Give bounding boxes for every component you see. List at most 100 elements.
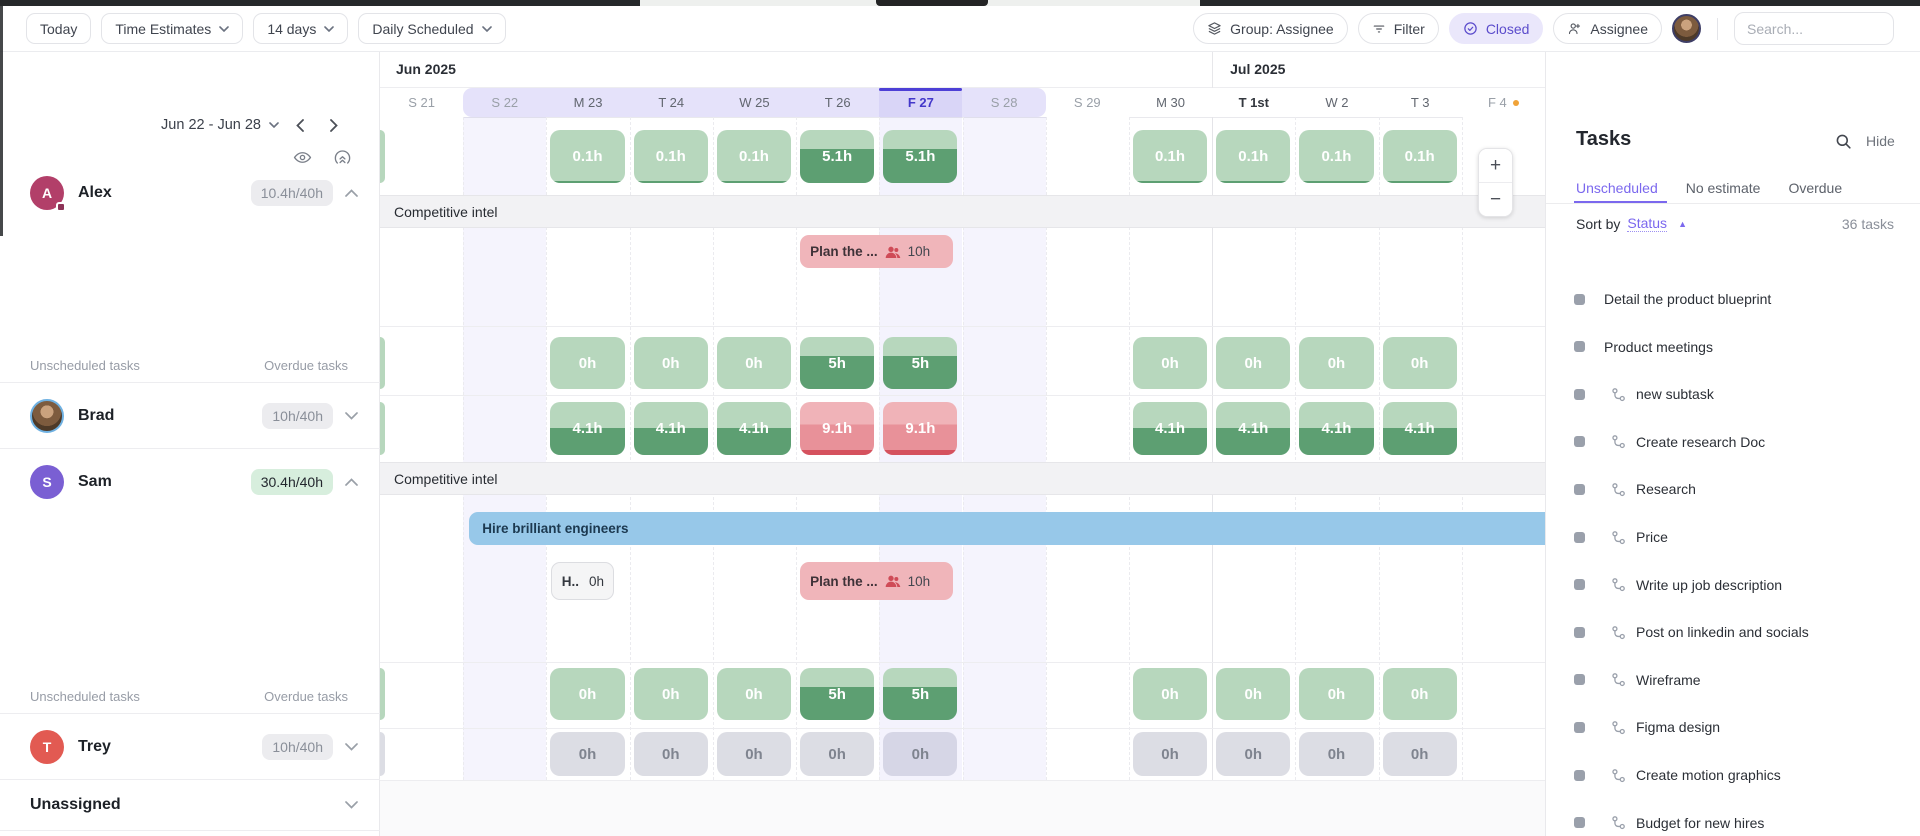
capacity-cell-alex[interactable]: 0.1h <box>1382 130 1457 183</box>
capacity-cell-unassigned[interactable]: 0h <box>1299 732 1374 776</box>
capacity-cell-alex[interactable]: 0.1h <box>633 130 708 183</box>
capacity-cell-alex[interactable]: 5.1h <box>800 130 875 183</box>
day-header-t-24[interactable]: T 24 <box>630 88 713 117</box>
day-header-m-30[interactable]: M 30 <box>1129 88 1212 117</box>
task-list-item[interactable]: Detail the product blueprint <box>1546 275 1920 323</box>
zoom-in-button[interactable]: + <box>1479 149 1512 183</box>
task-bar-plan-sam[interactable]: Plan the ... 10h <box>800 562 954 600</box>
capacity-cell-brad[interactable]: 0h <box>1299 337 1374 389</box>
day-header-t-1st[interactable]: T 1st <box>1212 88 1295 117</box>
task-bar-small[interactable]: H.. 0h <box>551 562 615 600</box>
capacity-cell-alex[interactable]: 0.1h <box>1216 130 1291 183</box>
capacity-cell-trey[interactable]: 0h <box>1132 668 1208 720</box>
tab-no-estimate[interactable]: No estimate <box>1685 180 1761 196</box>
capacity-cell-brad[interactable]: 0h <box>1216 337 1291 389</box>
hide-panel-button[interactable]: Hide <box>1866 133 1895 149</box>
capacity-cell-unassigned[interactable]: 0h <box>883 732 958 776</box>
task-list-item[interactable]: Research <box>1546 465 1920 513</box>
assignee-row-brad[interactable]: Brad 10h/40h <box>0 383 380 449</box>
collapse-all-icon[interactable] <box>329 144 355 170</box>
day-header-s-21[interactable]: S 21 <box>380 88 463 117</box>
task-list-item[interactable]: Post on linkedin and socials <box>1546 608 1920 656</box>
capacity-cell-unassigned[interactable]: 0h <box>1216 732 1291 776</box>
task-status-icon[interactable] <box>1574 579 1585 591</box>
task-status-icon[interactable] <box>1574 721 1585 733</box>
capacity-cell-alex[interactable]: 0.1h <box>716 130 792 183</box>
capacity-cell-trey[interactable]: 0h <box>550 668 625 720</box>
toolbar-button-daily-scheduled[interactable]: Daily Scheduled <box>358 13 506 44</box>
capacity-cell-brad[interactable]: 0h <box>1382 337 1457 389</box>
task-status-icon[interactable] <box>1574 674 1585 686</box>
task-list-item[interactable]: Write up job description <box>1546 561 1920 609</box>
capacity-cell-sam[interactable]: 9.1h <box>883 402 958 455</box>
sort-value[interactable]: Status <box>1627 215 1668 232</box>
capacity-cell-trey[interactable]: 5h <box>883 668 958 720</box>
task-list-item[interactable]: Price <box>1546 513 1920 561</box>
task-status-icon[interactable] <box>1574 626 1585 638</box>
capacity-cell-trey[interactable]: 0h <box>633 668 708 720</box>
expand-chevron-icon[interactable] <box>345 411 358 420</box>
capacity-cell-trey[interactable]: 0h <box>716 668 792 720</box>
task-status-icon[interactable] <box>1574 293 1585 305</box>
day-header-t-3[interactable]: T 3 <box>1379 88 1462 117</box>
assignee-row-sam[interactable]: S Sam 30.4h/40h <box>0 449 380 514</box>
capacity-cell-unassigned[interactable]: 0h <box>550 732 625 776</box>
task-status-icon[interactable] <box>1574 483 1585 495</box>
day-header-m-23[interactable]: M 23 <box>546 88 629 117</box>
zoom-out-button[interactable]: − <box>1479 183 1512 216</box>
capacity-cell-sam[interactable]: 4.1h <box>716 402 792 455</box>
capacity-cell-unassigned[interactable]: 0h <box>800 732 875 776</box>
task-status-icon[interactable] <box>1574 769 1585 781</box>
prev-week-button[interactable] <box>287 112 313 138</box>
capacity-cell-brad[interactable]: 5h <box>800 337 875 389</box>
task-list-item[interactable]: Create motion graphics <box>1546 751 1920 799</box>
tab-overdue[interactable]: Overdue <box>1788 180 1843 196</box>
capacity-cell-unassigned[interactable]: 0h <box>633 732 708 776</box>
search-input[interactable] <box>1734 12 1894 45</box>
task-bar-hire-brilliant-engineers[interactable]: Hire brilliant engineers <box>469 512 1545 545</box>
day-header-s-28[interactable]: S 28 <box>963 88 1046 117</box>
assignee-row-trey[interactable]: T Trey 10h/40h <box>0 714 380 780</box>
capacity-cell-unassigned[interactable]: 0h <box>1132 732 1208 776</box>
task-list-item[interactable]: Wireframe <box>1546 656 1920 704</box>
task-status-icon[interactable] <box>1574 531 1585 543</box>
capacity-cell-trey[interactable]: 0h <box>1216 668 1291 720</box>
search-icon[interactable] <box>1834 132 1853 151</box>
task-status-icon[interactable] <box>1574 388 1585 400</box>
day-header-w-2[interactable]: W 2 <box>1295 88 1378 117</box>
capacity-cell-trey[interactable]: 0h <box>1299 668 1374 720</box>
capacity-cell-brad[interactable]: 0h <box>716 337 792 389</box>
unassigned-row[interactable]: Unassigned <box>0 780 380 831</box>
sort-direction-icon[interactable]: ▲ <box>1678 218 1687 229</box>
capacity-cell-trey[interactable]: 0h <box>1382 668 1457 720</box>
capacity-cell-sam[interactable]: 9.1h <box>800 402 875 455</box>
user-avatar[interactable] <box>1672 14 1701 43</box>
tab-unscheduled[interactable]: Unscheduled <box>1576 180 1658 196</box>
capacity-cell-alex[interactable]: 0.1h <box>1299 130 1374 183</box>
task-status-icon[interactable] <box>1574 817 1585 829</box>
capacity-cell-sam[interactable]: 4.1h <box>550 402 625 455</box>
task-status-icon[interactable] <box>1574 341 1585 353</box>
day-header-s-22[interactable]: S 22 <box>463 88 546 117</box>
day-header-t-26[interactable]: T 26 <box>796 88 879 117</box>
capacity-cell-brad[interactable]: 5h <box>883 337 958 389</box>
task-list-item[interactable]: Figma design <box>1546 703 1920 751</box>
task-bar-plan-alex[interactable]: Plan the ... 10h <box>800 235 954 268</box>
task-list-item[interactable]: new subtask <box>1546 370 1920 418</box>
capacity-cell-unassigned[interactable]: 0h <box>1382 732 1457 776</box>
task-list-item[interactable]: Create research Doc <box>1546 418 1920 466</box>
eye-icon[interactable] <box>289 144 315 170</box>
assignee-button[interactable]: Assignee <box>1553 13 1662 44</box>
toolbar-button-14-days[interactable]: 14 days <box>253 13 349 44</box>
toolbar-button-today[interactable]: Today <box>26 13 92 44</box>
capacity-cell-alex[interactable]: 5.1h <box>883 130 958 183</box>
collapse-chevron-icon[interactable] <box>345 477 358 486</box>
task-list-item[interactable]: Product meetings <box>1546 323 1920 371</box>
capacity-cell-unassigned[interactable]: 0h <box>716 732 792 776</box>
capacity-cell-sam[interactable]: 4.1h <box>1216 402 1291 455</box>
capacity-cell-sam[interactable]: 4.1h <box>633 402 708 455</box>
capacity-cell-alex[interactable]: 0.1h <box>1132 130 1208 183</box>
group-by-button[interactable]: Group: Assignee <box>1193 13 1348 44</box>
capacity-cell-brad[interactable]: 0h <box>1132 337 1208 389</box>
capacity-cell-brad[interactable]: 0h <box>633 337 708 389</box>
